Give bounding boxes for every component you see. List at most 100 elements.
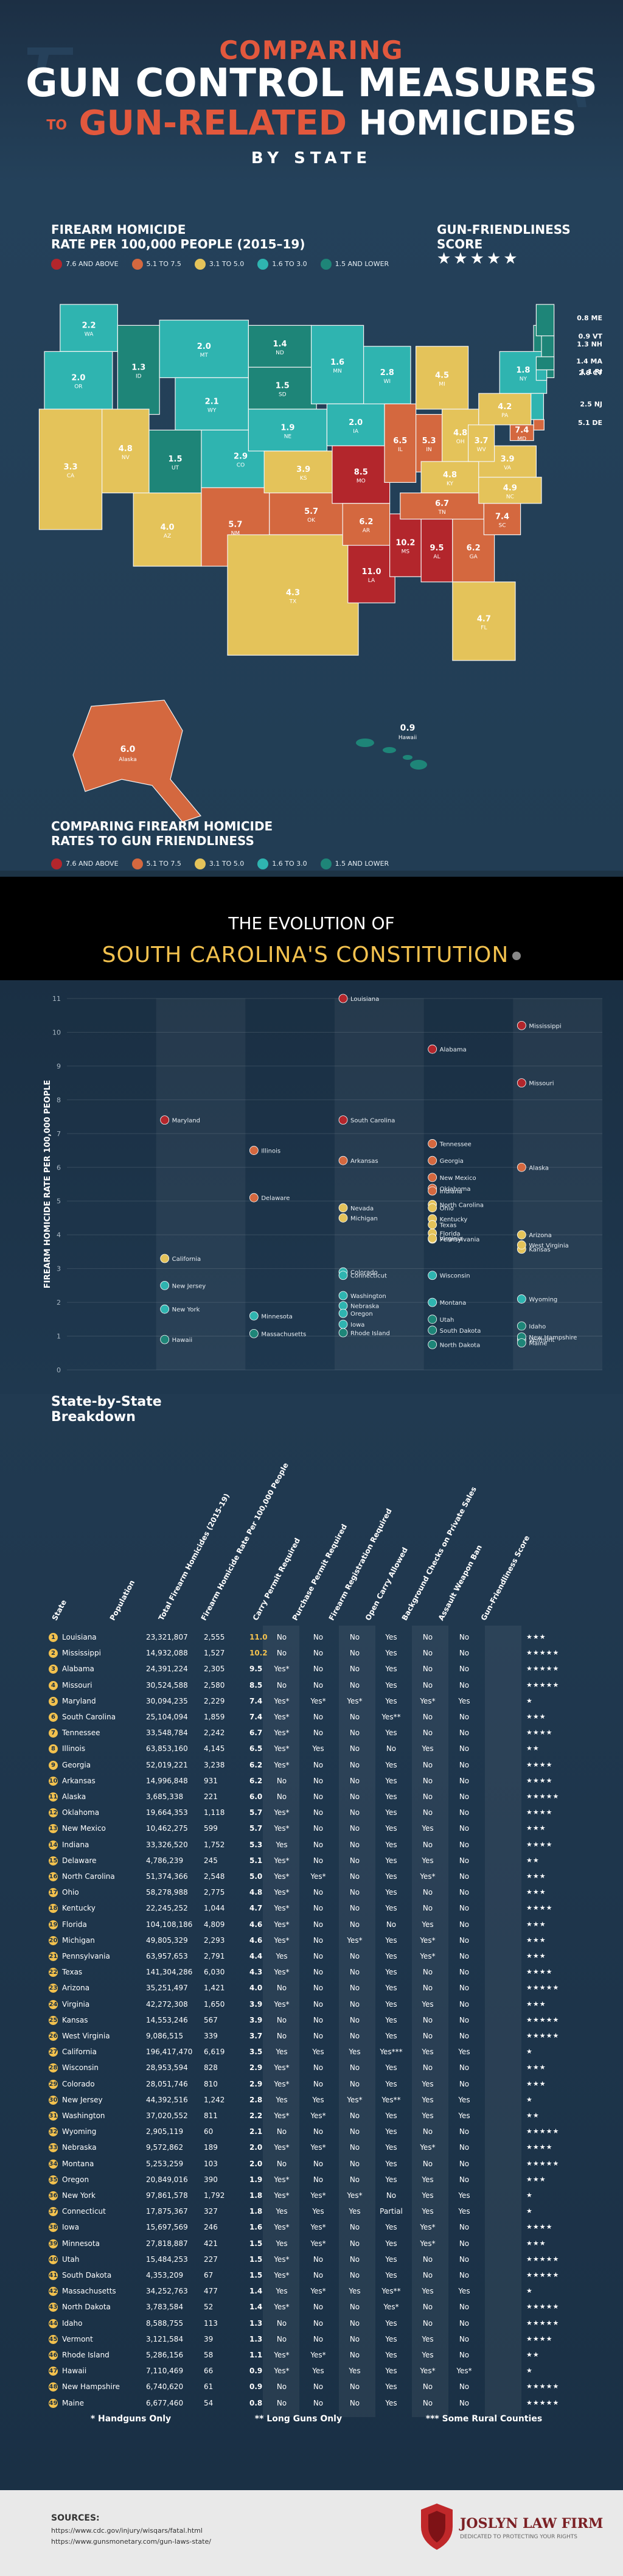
table-title-line-2: Breakdown: [51, 1409, 136, 1425]
state-shape-ms: [389, 513, 422, 577]
gun-friendliness-stars: ★★★: [526, 1824, 546, 1833]
state-name: New Mexico: [62, 1824, 106, 1833]
homicide-rate: 2.1: [249, 2127, 263, 2136]
background-checks: No: [422, 2015, 433, 2024]
scatter-point: [338, 1203, 348, 1213]
scatter-point: [517, 1020, 526, 1030]
state-rate: 1.9: [280, 423, 294, 432]
scatter-point-label: Pennsylvania: [440, 1237, 480, 1243]
gun-friendliness-stars: ★★★: [526, 1999, 546, 2008]
state-abbr: IL: [398, 447, 403, 453]
open-carry: Yes: [385, 1824, 397, 1833]
source-link-1[interactable]: https://www.cdc.gov/injury/wisqars/fatal…: [51, 2527, 203, 2535]
state-name: North Dakota: [62, 2303, 111, 2312]
scatter-point-label: Virginia: [440, 1236, 463, 1243]
footer: SOURCES: https://www.cdc.gov/injury/wisq…: [0, 2490, 623, 2576]
assault-weapon-ban: No: [459, 1920, 470, 1929]
scatter-point-label: New Jersey: [172, 1283, 206, 1290]
assault-weapon-ban: No: [459, 1856, 470, 1865]
assault-weapon-ban: No: [459, 1808, 470, 1817]
purchase-permit: Yes: [312, 2367, 324, 2376]
assault-weapon-ban: No: [459, 1713, 470, 1721]
background-checks: No: [422, 1808, 433, 1817]
map-section: FIREARM HOMICIDE RATE PER 100,000 PEOPLE…: [0, 183, 623, 871]
carry-permit: Yes*: [274, 1713, 290, 1721]
population: 28,051,746: [146, 2079, 188, 2088]
state-rate: 2.0: [71, 374, 85, 383]
open-carry: Yes: [385, 2175, 397, 2184]
table-notes: * Handguns Only ** Long Guns Only *** So…: [49, 2414, 584, 2424]
registration: No: [349, 1792, 360, 1801]
registration: No: [349, 1888, 360, 1897]
purchase-permit: No: [313, 1999, 324, 2009]
state-rate: 4.8: [443, 471, 457, 480]
legend-item: 7.6 AND ABOVE: [51, 259, 119, 270]
gun-friendliness-stars: ★★★: [526, 1952, 546, 1960]
state-shape-ak: [72, 700, 202, 823]
state-shape-wy: [175, 377, 249, 430]
purchase-permit: Yes: [312, 2207, 324, 2216]
population: 3,121,584: [146, 2334, 184, 2343]
registration: Yes*: [347, 1696, 363, 1705]
carry-permit: Yes*: [274, 1920, 290, 1929]
total-homicides: 810: [204, 2079, 218, 2088]
state-name: West Virginia: [62, 2032, 110, 2040]
registration: Yes: [349, 2048, 361, 2057]
registration: No: [349, 1760, 360, 1769]
table-row: 48 New Hampshire 6,740,620 61 0.9 No No No Yes No…: [49, 2381, 584, 2393]
state-abbr: FL: [481, 625, 487, 631]
legend-swatch: [131, 259, 143, 270]
background-checks: Yes: [422, 1744, 434, 1753]
state-name: Wisconsin: [62, 2063, 99, 2072]
banner-line-2: SOUTH CAROLINA'S CONSTITUTION: [0, 942, 623, 967]
score-stars: ★★★★★: [437, 250, 520, 268]
background-checks: Yes: [422, 1856, 434, 1865]
total-homicides: 227: [204, 2255, 218, 2264]
banner-line-2-text: SOUTH CAROLINA'S CONSTITUTION: [102, 942, 509, 967]
scatter-point-label: Michigan: [350, 1215, 378, 1222]
state-name: New Jersey: [62, 2095, 103, 2104]
homicide-rate: 4.6: [249, 1920, 263, 1929]
source-link-2[interactable]: https://www.gunsmonetary.com/gun-laws-st…: [51, 2538, 211, 2546]
state-shape-tn: [400, 493, 484, 520]
background-checks: Yes*: [420, 2223, 436, 2232]
state-name: Maine: [62, 2398, 85, 2407]
total-homicides: 66: [204, 2367, 214, 2376]
table-header: Firearm Registration Required: [327, 1507, 394, 1622]
state-shape-hi: [410, 760, 427, 770]
scatter-point: [338, 1328, 348, 1338]
background-checks: Yes: [422, 2079, 434, 2088]
background-checks: No: [422, 1984, 433, 1993]
carry-permit: Yes*: [274, 2191, 290, 2200]
scatter-point-label: West Virginia: [529, 1243, 568, 1249]
scatter-point-label: Arkansas: [350, 1158, 378, 1165]
legend-label: 3.1 TO 5.0: [209, 860, 245, 868]
assault-weapon-ban: No: [459, 2127, 470, 2136]
assault-weapon-ban: No: [459, 2143, 470, 2152]
population: 52,019,221: [146, 1760, 188, 1769]
purchase-permit: No: [313, 1776, 324, 1785]
population: 97,861,578: [146, 2191, 188, 2200]
population: 28,953,594: [146, 2063, 188, 2072]
scatter-point-label: Utah: [440, 1317, 454, 1324]
scatter-point-label: Hawaii: [172, 1337, 193, 1344]
state-abbr: WY: [207, 407, 217, 413]
state-abbr: ID: [136, 374, 142, 380]
state-abbr: WV: [477, 447, 487, 453]
scatter-point-label: Nevada: [350, 1206, 374, 1212]
population: 20,849,016: [146, 2175, 188, 2184]
state-name: Tennessee: [62, 1728, 100, 1738]
background-checks: No: [422, 2382, 433, 2392]
assault-weapon-ban: No: [459, 2303, 470, 2312]
state-name: New York: [62, 2191, 96, 2200]
registration: No: [349, 2398, 360, 2407]
gun-friendliness-stars: ★★★★★: [526, 2382, 560, 2391]
rank-badge: 12: [49, 1808, 58, 1818]
state-abbr: LA: [368, 578, 375, 584]
legend-item: 3.1 TO 5.0: [194, 259, 244, 270]
population: 3,783,584: [146, 2303, 184, 2312]
total-homicides: 67: [204, 2271, 214, 2279]
rank-badge: 4: [49, 1680, 58, 1690]
purchase-permit: Yes*: [310, 2351, 326, 2359]
carry-permit: Yes: [276, 1952, 288, 1960]
